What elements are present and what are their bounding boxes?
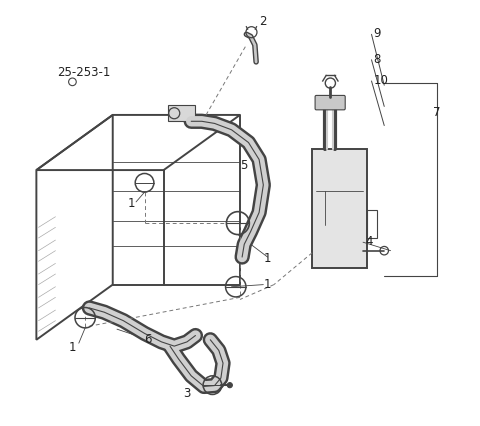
- Circle shape: [227, 383, 232, 388]
- FancyBboxPatch shape: [168, 106, 195, 122]
- FancyBboxPatch shape: [315, 96, 345, 111]
- Text: 1: 1: [128, 197, 135, 210]
- Text: 1: 1: [68, 340, 76, 354]
- Text: 1: 1: [264, 252, 271, 265]
- Text: 1: 1: [264, 277, 271, 290]
- Text: 3: 3: [183, 386, 190, 399]
- Text: 5: 5: [240, 158, 247, 172]
- FancyBboxPatch shape: [312, 150, 367, 268]
- Text: 6: 6: [144, 332, 152, 345]
- Text: 7: 7: [433, 106, 441, 119]
- Text: 25-253-1: 25-253-1: [58, 66, 111, 78]
- Text: 9: 9: [373, 27, 381, 40]
- Text: 10: 10: [373, 74, 388, 87]
- Text: 4: 4: [365, 235, 372, 248]
- Text: 8: 8: [373, 53, 381, 66]
- Text: 2: 2: [259, 14, 266, 28]
